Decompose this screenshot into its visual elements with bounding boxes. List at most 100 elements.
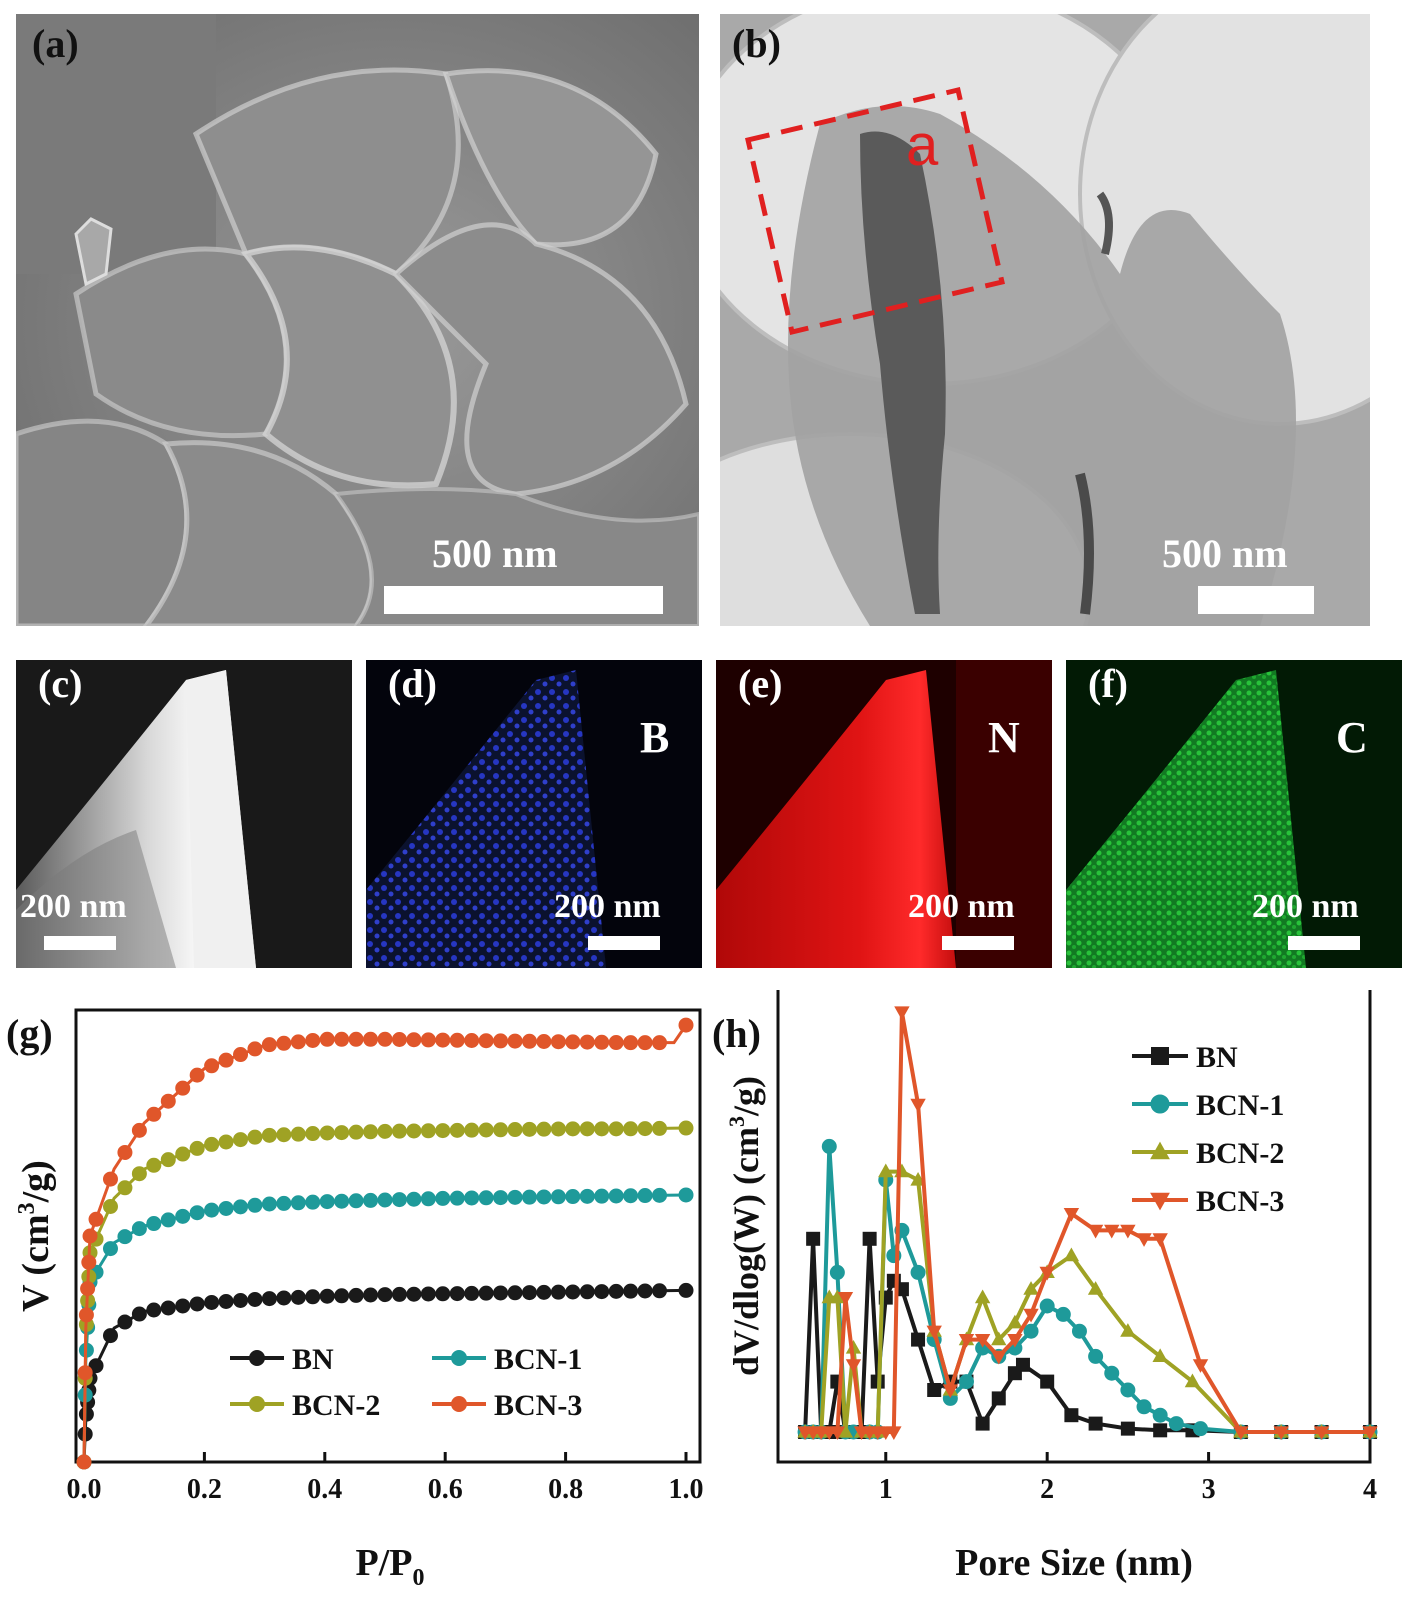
data-point-bcn-1 — [449, 1190, 465, 1206]
data-point-bcn-1 — [160, 1212, 176, 1228]
data-point-bcn-2 — [175, 1146, 191, 1162]
data-point-bcn-3 — [80, 1281, 96, 1297]
data-point-bcn-1 — [1055, 1306, 1071, 1322]
data-point-bcn-1 — [821, 1138, 837, 1154]
x-tick-label: 4 — [1363, 1474, 1377, 1505]
x-axis-label: Pore Size (nm) — [955, 1542, 1193, 1584]
data-point-bcn-1 — [910, 1264, 926, 1280]
data-point-bcn-2 — [435, 1123, 451, 1139]
data-point-bcn-2 — [204, 1136, 220, 1152]
panel-b-tem-image: (b) a 500 nm — [720, 14, 1370, 626]
panel-f-element-label: C — [1336, 713, 1368, 762]
data-point-bcn-1 — [1193, 1421, 1209, 1437]
data-point-bcn-2 — [550, 1121, 566, 1137]
data-point-bcn-3 — [1136, 1233, 1152, 1247]
data-point-bcn-3 — [334, 1031, 350, 1047]
carbon-map-image — [1066, 660, 1402, 968]
data-point-bcn-1 — [1023, 1323, 1039, 1339]
data-point-bcn-3 — [1104, 1224, 1120, 1239]
data-point-bn — [449, 1286, 465, 1302]
data-point-bcn-2 — [464, 1122, 480, 1138]
data-point-bcn-2 — [305, 1126, 321, 1142]
data-point-bn — [637, 1283, 653, 1299]
data-point-bcn-3 — [261, 1037, 277, 1053]
data-point-bn — [391, 1286, 407, 1302]
panel-e-label: (e) — [738, 661, 783, 706]
data-point-bcn-3 — [420, 1032, 436, 1048]
data-point-bcn-1 — [290, 1195, 306, 1211]
panel-e-scale-text: 200 nm — [908, 888, 1015, 925]
panel-b-scale-bar — [1198, 586, 1314, 614]
data-point-bcn-2 — [507, 1122, 523, 1138]
data-point-bcn-1 — [958, 1374, 974, 1390]
series-markers-bcn-1 — [76, 1187, 694, 1470]
data-point-bcn-3 — [247, 1041, 263, 1057]
data-point-bn — [189, 1296, 205, 1312]
data-point-bcn-1 — [348, 1193, 364, 1209]
data-point-bcn-2 — [608, 1121, 624, 1137]
data-point-bcn-1 — [1152, 1407, 1168, 1423]
panel-a-scale-text: 500 nm — [432, 531, 558, 576]
data-point-bn — [1015, 1357, 1030, 1372]
data-point-bn — [406, 1286, 422, 1302]
data-point-bn — [678, 1282, 694, 1298]
panel-f-label: (f) — [1088, 661, 1128, 706]
data-point-bn — [261, 1291, 277, 1307]
plot-frame — [74, 1008, 702, 1464]
data-point-bcn-3 — [507, 1033, 523, 1049]
tem-image — [720, 14, 1370, 626]
data-point-bcn-3 — [1007, 1334, 1023, 1348]
panel-d-boron-map: (d) B 200 nm — [366, 660, 702, 968]
data-point-bn — [507, 1285, 523, 1301]
x-tick-label: 1 — [879, 1474, 893, 1505]
data-point-bn — [276, 1290, 292, 1306]
data-point-bcn-3 — [958, 1334, 975, 1348]
data-point-bn — [247, 1291, 263, 1307]
legend-label-bcn-3: BCN-3 — [1196, 1185, 1284, 1218]
data-point-bcn-3 — [894, 1006, 910, 1021]
data-point-bcn-1 — [1104, 1365, 1120, 1381]
data-point-bcn-3 — [204, 1058, 220, 1074]
data-point-bcn-3 — [1039, 1266, 1055, 1281]
data-point-bcn-2 — [1152, 1348, 1168, 1362]
data-point-bcn-2 — [363, 1124, 379, 1140]
data-point-bcn-2 — [218, 1134, 234, 1150]
data-point-bn — [594, 1284, 610, 1300]
data-point-bcn-1 — [623, 1188, 639, 1204]
haadf-image — [16, 660, 352, 968]
data-point-bcn-1 — [579, 1188, 595, 1204]
data-point-bcn-2 — [565, 1121, 581, 1137]
data-point-bcn-2 — [536, 1121, 552, 1137]
y-axis-label-end: /g) — [726, 1076, 766, 1117]
data-point-bcn-2 — [420, 1123, 436, 1139]
data-point-bcn-3 — [290, 1034, 306, 1050]
data-point-bn — [806, 1231, 821, 1246]
data-point-bcn-3 — [550, 1034, 566, 1050]
x-tick-label: 0.4 — [307, 1474, 342, 1505]
panel-f-carbon-map: (f) C 200 nm — [1066, 660, 1402, 968]
data-point-bcn-1 — [319, 1194, 335, 1210]
data-point-bcn-3 — [348, 1031, 364, 1047]
series-line-bn — [82, 1288, 687, 1463]
data-point-bn — [377, 1287, 393, 1303]
data-point-bcn-2 — [845, 1339, 862, 1354]
legend-label-bcn-3: BCN-3 — [494, 1389, 582, 1422]
data-point-bcn-1 — [420, 1191, 436, 1207]
data-point-bcn-1 — [305, 1194, 321, 1210]
data-point-bcn-1 — [1168, 1416, 1184, 1432]
data-point-bcn-3 — [276, 1035, 292, 1051]
data-point-bcn-3 — [579, 1034, 595, 1050]
series-markers-bn — [76, 1282, 694, 1470]
data-point-bcn-3 — [974, 1334, 991, 1348]
panel-a-label: (a) — [32, 21, 79, 66]
panel-e-scale-bar — [942, 936, 1014, 950]
data-point-bcn-3 — [845, 1359, 862, 1373]
data-point-bcn-3 — [175, 1080, 191, 1096]
data-point-bcn-3 — [391, 1031, 407, 1047]
data-point-bcn-1 — [102, 1241, 118, 1257]
legend-marker-bn — [1151, 1047, 1169, 1065]
data-point-bcn-3 — [406, 1032, 422, 1048]
data-point-bcn-3 — [1233, 1426, 1249, 1441]
data-point-bcn-2 — [478, 1122, 494, 1138]
data-point-bcn-3 — [493, 1033, 509, 1049]
